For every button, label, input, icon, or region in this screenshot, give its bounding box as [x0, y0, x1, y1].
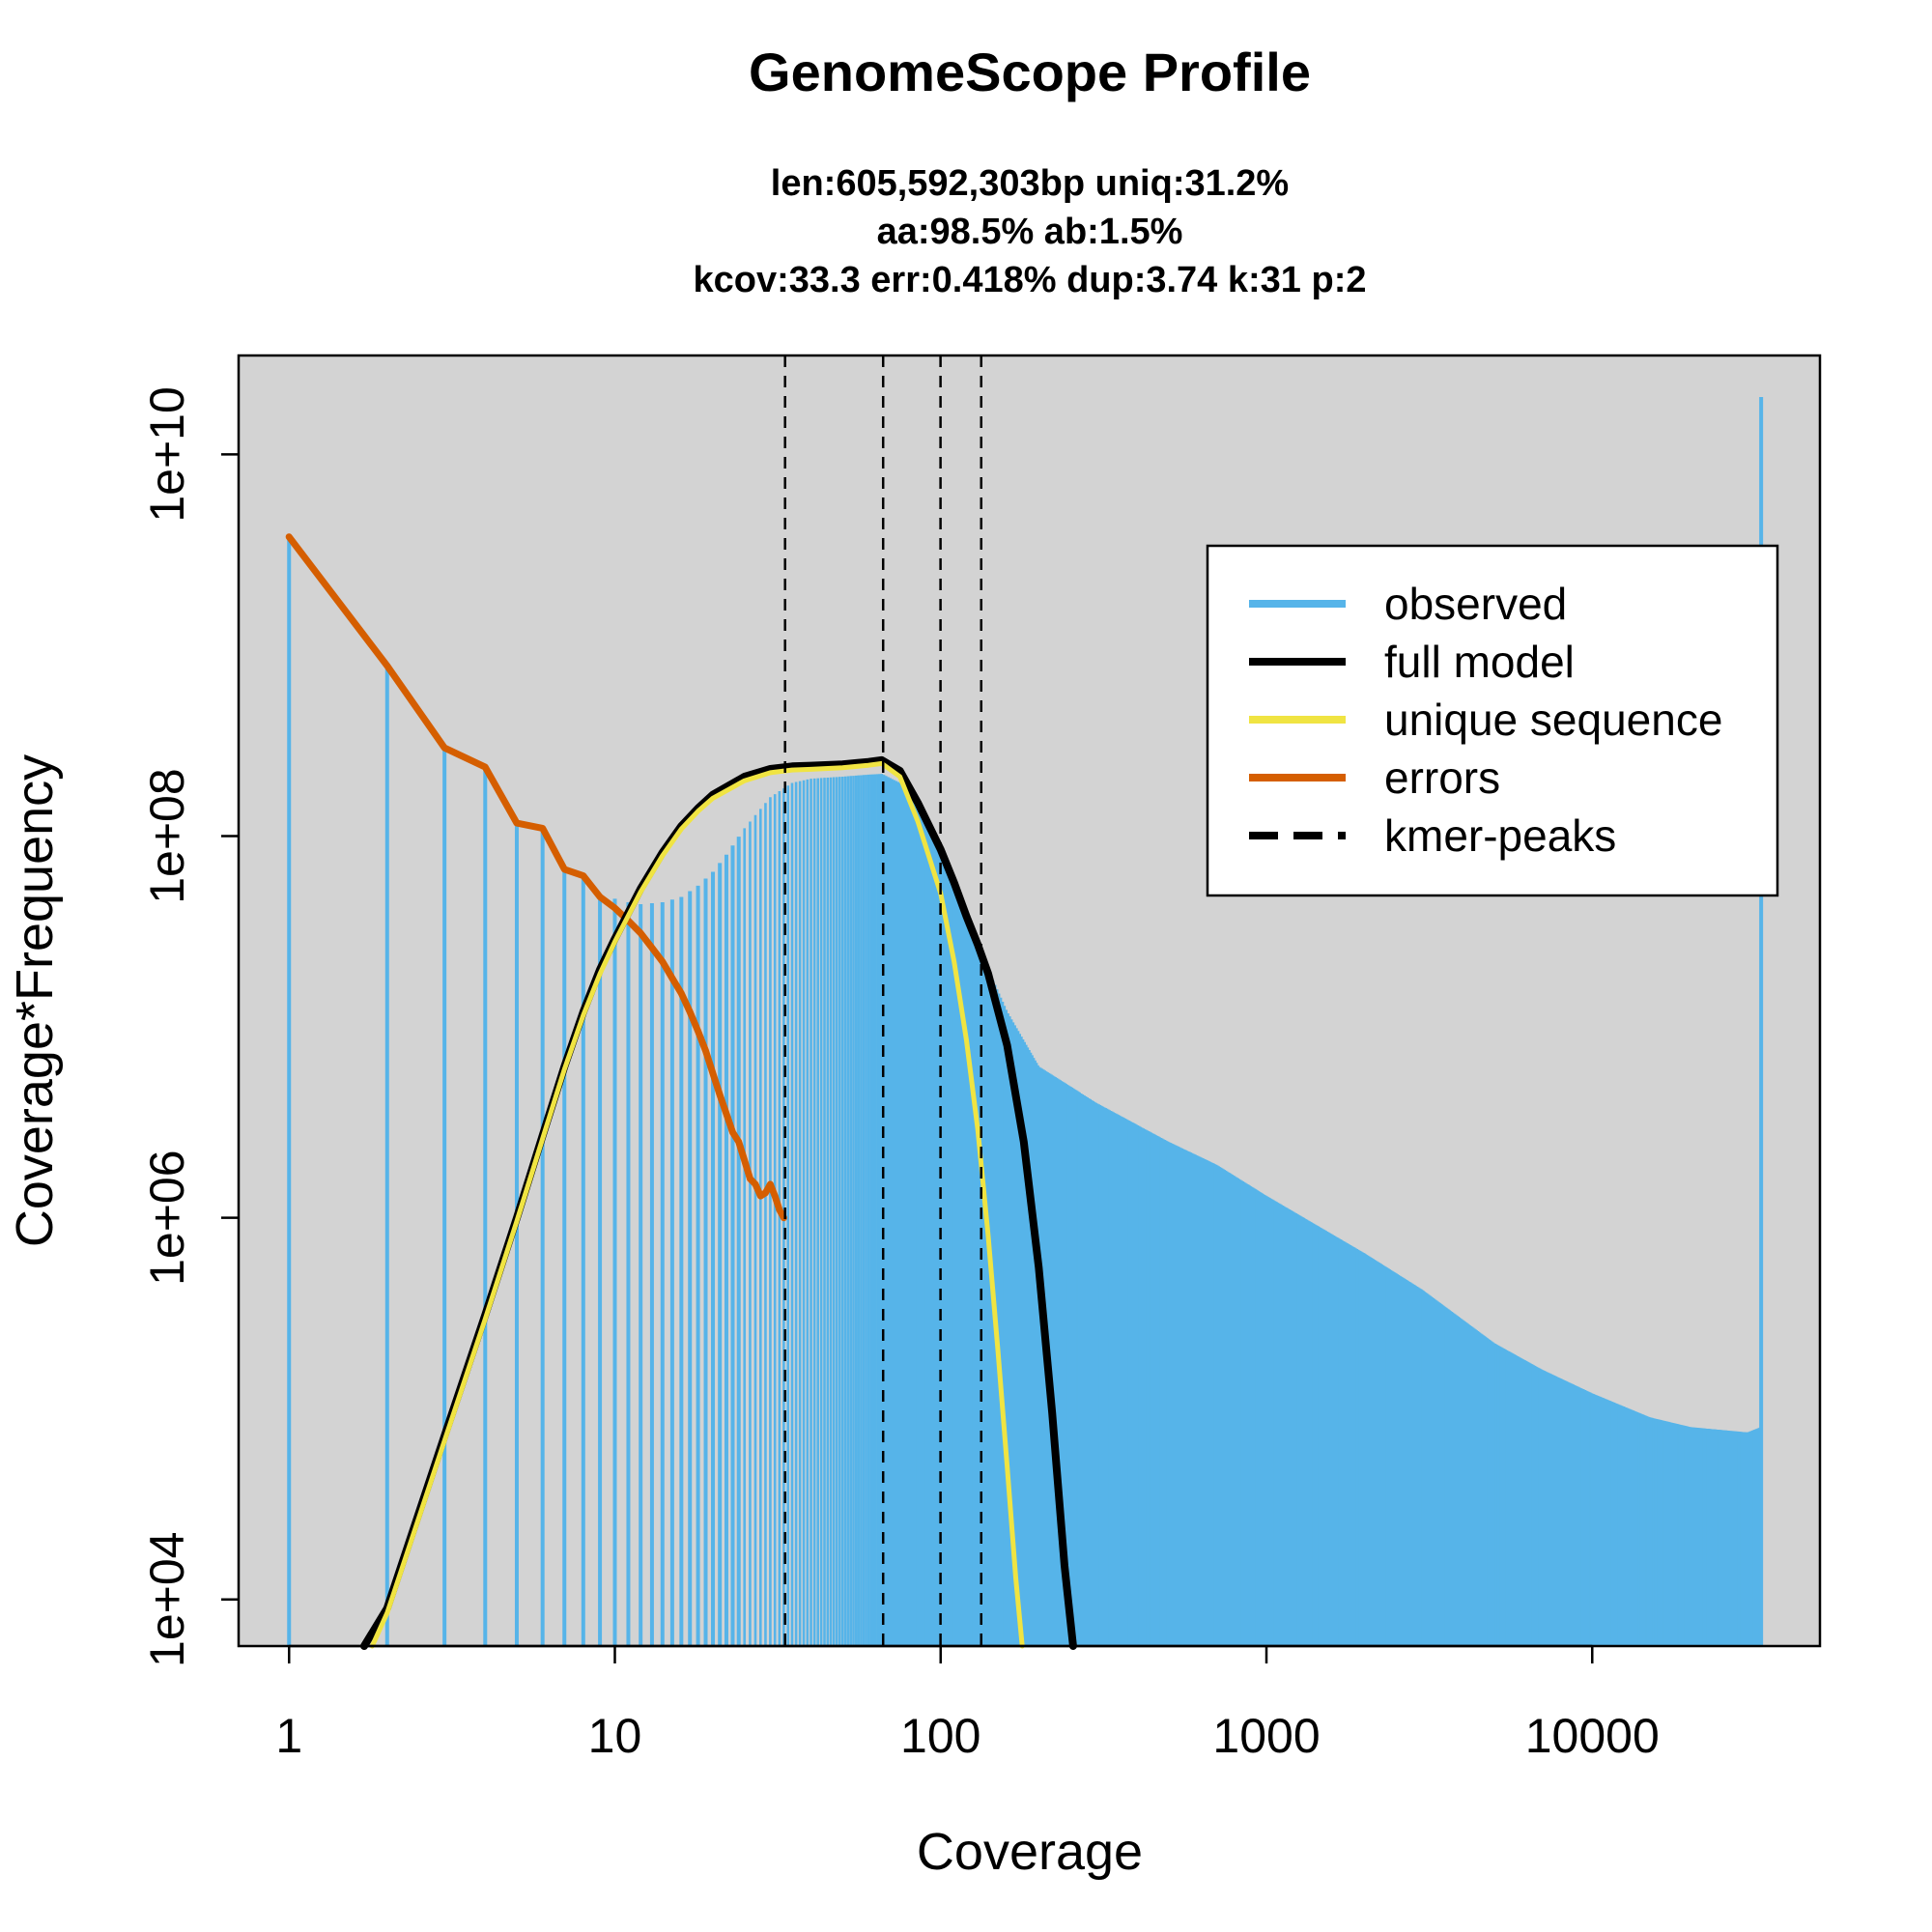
chart-title: GenomeScope Profile [749, 42, 1311, 102]
y-axis: 1e+04 1e+06 1e+08 1e+10 [140, 386, 239, 1667]
series-line-unique-sequence [369, 760, 1025, 1649]
y-tick-label: 1e+04 [140, 1532, 194, 1667]
y-tick-label: 1e+10 [140, 386, 194, 522]
y-tick-label: 1e+06 [140, 1150, 194, 1285]
chart-subtitle-line-1: len:605,592,303bp uniq:31.2% [771, 163, 1289, 204]
legend-label: errors [1384, 753, 1500, 803]
kmer-peak-lines [783, 355, 982, 1646]
series-line-errors [285, 533, 787, 1222]
legend-label: full model [1384, 637, 1575, 687]
chart-subtitle-line-2: aa:98.5% ab:1.5% [877, 212, 1183, 252]
x-axis-label: Coverage [917, 1823, 1143, 1881]
legend: observed full model unique sequence errors k… [1206, 544, 1779, 897]
chart-subtitle-line-3: kcov:33.3 err:0.418% dup:3.74 k:31 p:2 [693, 260, 1366, 300]
x-tick-label: 100 [900, 1709, 980, 1763]
x-tick-label: 10000 [1525, 1709, 1660, 1763]
legend-label: observed [1384, 579, 1567, 629]
legend-label: unique sequence [1384, 695, 1722, 745]
x-tick-label: 10 [588, 1709, 642, 1763]
y-tick-label: 1e+08 [140, 768, 194, 903]
x-tick-label: 1000 [1212, 1709, 1320, 1763]
x-tick-label: 1 [275, 1709, 302, 1763]
y-axis-label: Coverage*Frequency [6, 754, 64, 1247]
model-curves [285, 533, 1077, 1650]
observed-histogram [287, 396, 1764, 1646]
x-axis: 1 10 100 1000 10000 [275, 1644, 1660, 1763]
legend-label: kmer-peaks [1384, 810, 1616, 861]
